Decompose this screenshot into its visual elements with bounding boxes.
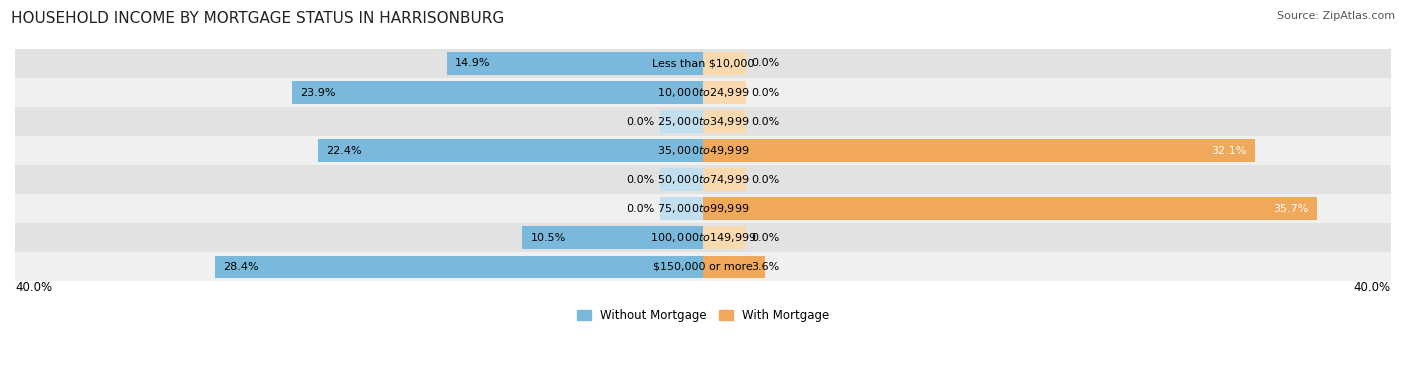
Text: 22.4%: 22.4% [326, 146, 361, 156]
Text: 10.5%: 10.5% [531, 233, 567, 243]
Text: 0.0%: 0.0% [751, 116, 779, 127]
Text: $100,000 to $149,999: $100,000 to $149,999 [650, 231, 756, 244]
Text: $75,000 to $99,999: $75,000 to $99,999 [657, 202, 749, 215]
Text: 14.9%: 14.9% [456, 58, 491, 69]
Text: 23.9%: 23.9% [301, 87, 336, 98]
Text: 0.0%: 0.0% [627, 175, 655, 185]
Bar [659, 198, 703, 220]
Bar [703, 198, 1317, 220]
Bar [15, 252, 1391, 281]
Text: $150,000 or more: $150,000 or more [654, 262, 752, 272]
Bar [15, 194, 1391, 223]
Text: 0.0%: 0.0% [627, 204, 655, 214]
Bar [659, 110, 703, 133]
Text: 35.7%: 35.7% [1272, 204, 1309, 214]
Text: 40.0%: 40.0% [15, 281, 52, 294]
Bar [318, 139, 703, 162]
Text: 40.0%: 40.0% [1354, 281, 1391, 294]
Bar [15, 165, 1391, 194]
Bar [703, 169, 747, 191]
Text: $35,000 to $49,999: $35,000 to $49,999 [657, 144, 749, 157]
Bar [15, 223, 1391, 252]
Text: $10,000 to $24,999: $10,000 to $24,999 [657, 86, 749, 99]
Bar [523, 227, 703, 249]
Bar [215, 256, 703, 278]
Text: 0.0%: 0.0% [751, 58, 779, 69]
Text: 0.0%: 0.0% [751, 233, 779, 243]
Text: 0.0%: 0.0% [751, 175, 779, 185]
Bar [703, 110, 747, 133]
Bar [703, 227, 747, 249]
Text: 32.1%: 32.1% [1211, 146, 1247, 156]
Bar [703, 256, 765, 278]
Bar [15, 49, 1391, 78]
Text: 0.0%: 0.0% [627, 116, 655, 127]
Bar [15, 107, 1391, 136]
Text: 28.4%: 28.4% [224, 262, 259, 272]
Text: $25,000 to $34,999: $25,000 to $34,999 [657, 115, 749, 128]
Text: $50,000 to $74,999: $50,000 to $74,999 [657, 173, 749, 186]
Text: Less than $10,000: Less than $10,000 [652, 58, 754, 69]
Bar [15, 136, 1391, 165]
Text: HOUSEHOLD INCOME BY MORTGAGE STATUS IN HARRISONBURG: HOUSEHOLD INCOME BY MORTGAGE STATUS IN H… [11, 11, 505, 26]
Text: 3.6%: 3.6% [751, 262, 779, 272]
Bar [703, 139, 1256, 162]
Text: Source: ZipAtlas.com: Source: ZipAtlas.com [1277, 11, 1395, 21]
Bar [447, 52, 703, 75]
Bar [703, 81, 747, 104]
Legend: Without Mortgage, With Mortgage: Without Mortgage, With Mortgage [572, 304, 834, 326]
Text: 0.0%: 0.0% [751, 87, 779, 98]
Bar [15, 78, 1391, 107]
Bar [659, 169, 703, 191]
Bar [292, 81, 703, 104]
Bar [703, 52, 747, 75]
